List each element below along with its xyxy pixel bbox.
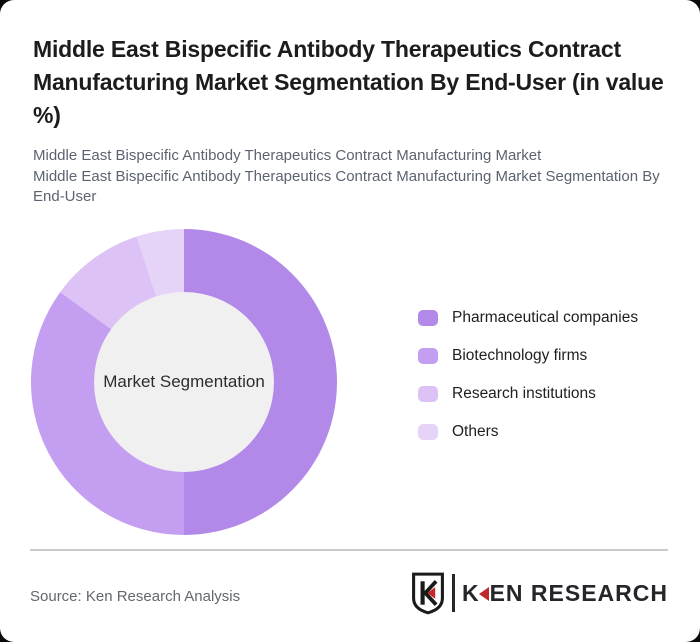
page-title: Middle East Bispecific Antibody Therapeu… xyxy=(33,36,664,128)
legend-swatch-icon xyxy=(418,310,438,326)
brand-wordmark: K EN RESEARCH xyxy=(462,580,668,607)
legend-item-others[interactable]: Others xyxy=(418,423,638,440)
legend-item-pharmaceutical-companies[interactable]: Pharmaceutical companies xyxy=(418,309,639,326)
brand-red-arrow-icon xyxy=(478,587,489,601)
legend-label: Research institutions xyxy=(452,385,596,402)
brand-letter-k: K xyxy=(461,579,480,606)
donut-svg xyxy=(31,229,337,535)
legend-item-research-institutions[interactable]: Research institutions xyxy=(418,385,638,402)
subtitle-line-2: Middle East Bispecific Antibody Therapeu… xyxy=(33,167,660,206)
legend-swatch-icon xyxy=(418,348,438,364)
subtitle-block: Middle East Bispecific Antibody Therapeu… xyxy=(33,146,681,208)
ken-research-shield-icon xyxy=(412,572,445,615)
legend-swatch-icon xyxy=(418,386,438,402)
footer-divider xyxy=(30,549,668,551)
legend-label: Others xyxy=(452,423,499,440)
source-note: Source: Ken Research Analysis xyxy=(30,588,241,605)
legend-item-biotechnology-firms[interactable]: Biotechnology firms xyxy=(418,347,638,364)
brand-text: EN RESEARCH xyxy=(489,579,668,606)
donut-chart: Market Segmentation xyxy=(31,229,337,535)
subtitle-line-1: Middle East Bispecific Antibody Therapeu… xyxy=(33,147,542,164)
legend-label: Biotechnology firms xyxy=(452,347,588,364)
legend-label: Pharmaceutical companies xyxy=(452,309,639,326)
donut-center xyxy=(94,292,274,472)
legend-swatch-icon xyxy=(418,424,438,440)
chart-legend: Pharmaceutical companies Biotechnology fi… xyxy=(418,309,639,462)
brand-separator xyxy=(452,574,455,612)
brand-logo: K EN RESEARCH xyxy=(410,571,668,615)
